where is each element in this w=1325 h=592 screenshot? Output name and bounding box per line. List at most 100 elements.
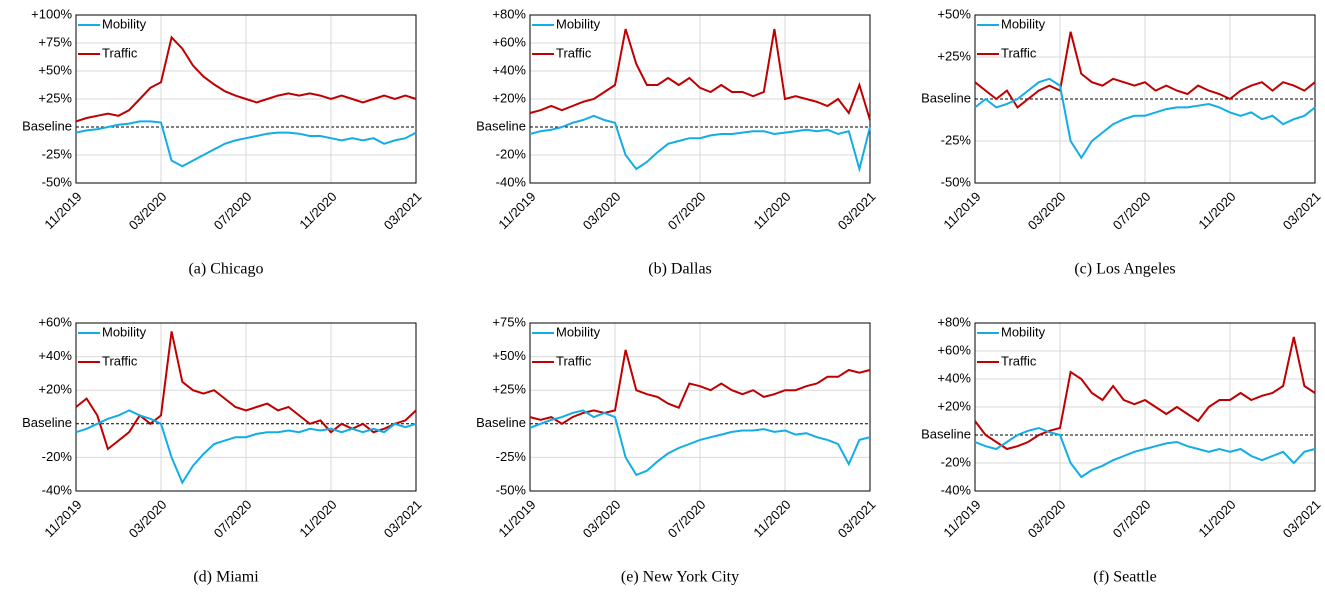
x-tick-label: 07/2020 bbox=[211, 189, 255, 233]
x-tick-label: 11/2019 bbox=[41, 497, 84, 540]
y-tick-label: +80% bbox=[937, 314, 971, 329]
caption: (f) Seattle bbox=[1093, 569, 1157, 586]
y-tick-label: -20% bbox=[496, 146, 527, 161]
panel: -40% -20% Baseline +20% +40% +60% +80% 11/2019 0… bbox=[921, 314, 1323, 585]
y-tick-label: +20% bbox=[38, 382, 72, 397]
series-line bbox=[75, 35, 417, 123]
y-tick-label: +20% bbox=[492, 90, 526, 105]
y-tick-label: +75% bbox=[38, 34, 72, 49]
caption: (e) New York City bbox=[621, 569, 739, 586]
series-line bbox=[529, 409, 871, 477]
legend-label: Traffic bbox=[1001, 45, 1037, 60]
y-tick-label: -50% bbox=[42, 174, 73, 189]
panel: -50% -25% Baseline +25% +50% +75% 11/2019 03/20… bbox=[476, 314, 878, 585]
x-tick-label: 11/2020 bbox=[296, 497, 339, 540]
caption: (b) Dallas bbox=[648, 261, 712, 278]
series-line bbox=[529, 28, 871, 121]
y-tick-label: +25% bbox=[492, 382, 526, 397]
series-line bbox=[75, 331, 417, 451]
y-tick-label: Baseline bbox=[22, 415, 72, 430]
y-tick-label: +20% bbox=[937, 398, 971, 413]
y-tick-label: Baseline bbox=[22, 118, 72, 133]
y-tick-label: +40% bbox=[492, 62, 526, 77]
series-line bbox=[974, 426, 1316, 479]
series-line bbox=[75, 409, 417, 485]
y-tick-label: +60% bbox=[937, 342, 971, 357]
x-tick-label: 11/2019 bbox=[940, 497, 983, 540]
plot-frame bbox=[974, 14, 1316, 184]
y-tick-label: Baseline bbox=[921, 90, 971, 105]
y-tick-label: -40% bbox=[42, 482, 73, 497]
y-tick-label: Baseline bbox=[921, 426, 971, 441]
y-tick-label: -50% bbox=[941, 174, 972, 189]
y-tick-label: Baseline bbox=[476, 415, 526, 430]
y-tick-label: +60% bbox=[38, 314, 72, 329]
panel: -50% -25% Baseline +25% +50% 11/2019 03/2020 07… bbox=[921, 6, 1323, 277]
x-tick-label: 03/2021 bbox=[1280, 497, 1324, 541]
series-line bbox=[974, 336, 1316, 451]
y-tick-label: +25% bbox=[38, 90, 72, 105]
x-tick-label: 03/2021 bbox=[381, 189, 425, 233]
legend-label: Traffic bbox=[102, 45, 138, 60]
x-tick-label: 11/2020 bbox=[1195, 497, 1238, 540]
y-tick-label: -20% bbox=[941, 454, 972, 469]
x-tick-label: 11/2019 bbox=[495, 497, 538, 540]
x-tick-label: 03/2020 bbox=[580, 497, 624, 541]
panel: -40% -20% Baseline +20% +40% +60% +80% 11/2019 0… bbox=[476, 6, 878, 277]
x-tick-label: 07/2020 bbox=[211, 497, 255, 541]
y-tick-label: -25% bbox=[42, 146, 73, 161]
y-tick-label: +50% bbox=[492, 348, 526, 363]
x-tick-label: 07/2020 bbox=[1110, 497, 1154, 541]
legend-label: Traffic bbox=[1001, 353, 1037, 368]
y-tick-label: -40% bbox=[941, 482, 972, 497]
x-tick-label: 07/2020 bbox=[1110, 189, 1154, 233]
x-tick-label: 11/2019 bbox=[41, 189, 84, 232]
x-tick-label: 11/2019 bbox=[940, 189, 983, 232]
y-tick-label: +80% bbox=[492, 6, 526, 21]
x-tick-label: 03/2020 bbox=[1025, 189, 1069, 233]
series-line bbox=[974, 31, 1316, 109]
caption: (d) Miami bbox=[193, 569, 259, 586]
x-tick-label: 11/2020 bbox=[1195, 189, 1238, 232]
y-tick-label: +100% bbox=[31, 6, 72, 21]
series-line bbox=[75, 120, 417, 168]
y-tick-label: -50% bbox=[496, 482, 527, 497]
x-tick-label: 03/2020 bbox=[1025, 497, 1069, 541]
y-tick-label: Baseline bbox=[476, 118, 526, 133]
y-tick-label: +25% bbox=[937, 48, 971, 63]
legend-label: Mobility bbox=[102, 324, 147, 339]
y-tick-label: +50% bbox=[937, 6, 971, 21]
x-tick-label: 03/2021 bbox=[381, 497, 425, 541]
x-tick-label: 03/2021 bbox=[1280, 189, 1324, 233]
x-tick-label: 11/2020 bbox=[296, 189, 339, 232]
y-tick-label: -20% bbox=[42, 449, 73, 464]
x-tick-label: 07/2020 bbox=[665, 189, 709, 233]
y-tick-label: +40% bbox=[38, 348, 72, 363]
y-tick-label: -25% bbox=[941, 132, 972, 147]
y-tick-label: +75% bbox=[492, 314, 526, 329]
x-tick-label: 11/2020 bbox=[750, 189, 793, 232]
x-tick-label: 11/2019 bbox=[495, 189, 538, 232]
legend-label: Traffic bbox=[556, 353, 592, 368]
legend-label: Mobility bbox=[556, 324, 601, 339]
plot-frame bbox=[974, 322, 1316, 492]
y-tick-label: +40% bbox=[937, 370, 971, 385]
y-tick-label: +60% bbox=[492, 34, 526, 49]
caption: (c) Los Angeles bbox=[1074, 261, 1175, 278]
panel: -50% -25% Baseline +25% +50% +75% +100% 11/2019… bbox=[22, 6, 424, 277]
x-tick-label: 03/2021 bbox=[835, 497, 879, 541]
panel: -40% -20% Baseline +20% +40% +60% 11/2019 03/20… bbox=[22, 314, 424, 585]
x-tick-label: 07/2020 bbox=[665, 497, 709, 541]
legend-label: Mobility bbox=[556, 16, 601, 31]
caption: (a) Chicago bbox=[188, 261, 263, 278]
y-tick-label: -25% bbox=[496, 449, 527, 464]
x-tick-label: 03/2020 bbox=[126, 189, 170, 233]
legend-label: Traffic bbox=[556, 45, 592, 60]
x-tick-label: 03/2021 bbox=[835, 189, 879, 233]
y-tick-label: -40% bbox=[496, 174, 527, 189]
plot-frame bbox=[529, 322, 871, 492]
y-tick-label: +50% bbox=[38, 62, 72, 77]
x-tick-label: 11/2020 bbox=[750, 497, 793, 540]
series-line bbox=[974, 77, 1316, 160]
